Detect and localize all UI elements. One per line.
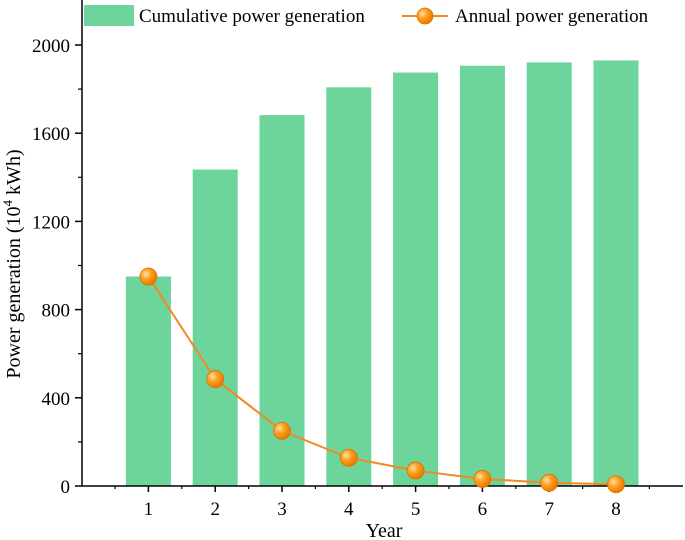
y-axis-title: Power generation (104 kWh) <box>0 149 25 378</box>
bar-year-7 <box>526 62 572 487</box>
annual-point-year-7 <box>540 473 559 492</box>
bar-year-2 <box>192 169 238 486</box>
bars-layer <box>125 60 639 487</box>
y-tick-label: 400 <box>42 389 71 410</box>
x-axis-title: Year <box>366 520 403 540</box>
x-tick-label: 5 <box>411 499 421 520</box>
annual-point-year-4 <box>339 448 358 467</box>
y-tick-label: 1600 <box>32 124 70 145</box>
y-axis-title-prefix: Power generation (10 <box>3 206 25 378</box>
bar-year-1 <box>125 276 171 486</box>
bar-year-4 <box>326 87 372 486</box>
bar-year-8 <box>593 60 639 487</box>
x-tick-label: 3 <box>277 499 287 520</box>
annual-point-year-8 <box>607 475 625 494</box>
annual-point-year-5 <box>406 461 425 480</box>
annual-point-year-3 <box>273 421 291 440</box>
y-axis-title-suffix: kWh) <box>3 149 25 200</box>
x-tick-label: 4 <box>344 499 354 520</box>
line-layer <box>139 267 625 494</box>
bar-year-5 <box>393 72 439 486</box>
y-tick-label: 2000 <box>32 36 70 57</box>
legend: Cumulative power generation Annual power … <box>84 5 649 27</box>
bar-year-6 <box>459 65 505 487</box>
y-tick-label: 800 <box>42 301 71 322</box>
y-tick-label: 0 <box>61 477 71 498</box>
legend-label-annual: Annual power generation <box>455 6 649 27</box>
annual-point-year-2 <box>206 370 225 388</box>
legend-label-cumulative: Cumulative power generation <box>139 6 365 27</box>
y-tick-label: 1200 <box>32 212 70 233</box>
x-tick-label: 6 <box>478 499 488 520</box>
annual-point-year-1 <box>139 267 158 286</box>
x-tick-label: 7 <box>544 499 554 520</box>
legend-swatch-cumulative <box>84 5 134 26</box>
legend-marker-annual <box>416 7 434 25</box>
axes-layer: 0 400 800 1200 1600 2000 1 2 3 4 5 6 7 8 <box>32 0 683 520</box>
x-tick-label: 2 <box>210 499 220 520</box>
y-axis-title-superscript: 4 <box>0 199 15 206</box>
annual-point-year-6 <box>473 470 492 488</box>
x-tick-label: 8 <box>611 499 621 520</box>
x-tick-label: 1 <box>144 499 154 520</box>
annual-generation-line <box>147 275 617 486</box>
